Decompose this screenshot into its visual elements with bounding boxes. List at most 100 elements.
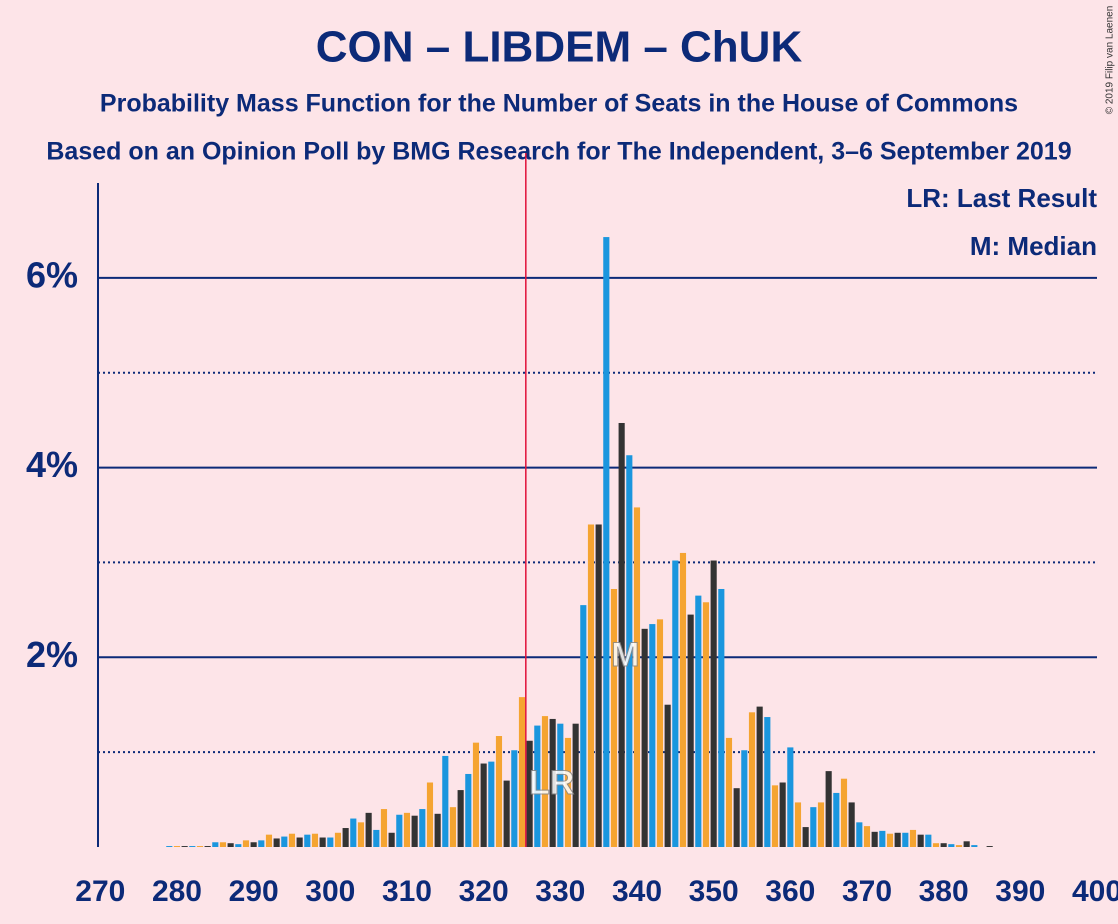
legend-entry: M: Median (970, 231, 1097, 261)
bar (227, 843, 234, 847)
legend-entry: LR: Last Result (906, 183, 1097, 213)
bar (779, 782, 786, 847)
bar (764, 717, 771, 847)
bar (909, 829, 917, 847)
bar (664, 704, 671, 847)
bar (204, 846, 211, 847)
bar (580, 605, 587, 847)
bar (380, 809, 388, 847)
x-tick-label: 320 (459, 875, 509, 908)
median-label: M (611, 636, 639, 674)
bar (181, 846, 188, 847)
bar (603, 237, 610, 847)
bar (265, 834, 273, 847)
bar (373, 829, 380, 847)
x-tick-label: 360 (765, 875, 815, 908)
bar (549, 718, 556, 847)
x-tick-label: 270 (75, 875, 125, 908)
bar (802, 827, 809, 847)
bar (488, 761, 495, 847)
bar (771, 785, 779, 847)
bar (388, 832, 395, 847)
bar (572, 723, 579, 847)
bar (281, 836, 288, 847)
bar (419, 809, 426, 847)
x-tick-label: 390 (995, 875, 1045, 908)
bar (403, 812, 411, 847)
x-tick-label: 280 (152, 875, 202, 908)
bar (350, 818, 357, 847)
bar (948, 844, 955, 847)
bar (365, 812, 372, 847)
x-tick-label: 370 (842, 875, 892, 908)
last-result-label: LR (529, 764, 574, 802)
bar (541, 716, 549, 847)
bar (741, 750, 748, 847)
bar (702, 602, 710, 847)
x-tick-label: 300 (305, 875, 355, 908)
bar (932, 843, 940, 847)
bar (848, 802, 855, 847)
bar (618, 422, 625, 847)
bar (718, 588, 725, 847)
subtitle: Based on an Opinion Poll by BMG Research… (46, 138, 1071, 166)
x-tick-label: 380 (919, 875, 969, 908)
x-tick-label: 340 (612, 875, 662, 908)
x-tick-label: 350 (689, 875, 739, 908)
bar (940, 843, 947, 847)
bar (465, 773, 472, 847)
bar (587, 524, 595, 847)
bar (557, 723, 564, 847)
bar (296, 837, 303, 847)
bar (672, 560, 679, 847)
bar (411, 815, 418, 847)
bar (449, 807, 457, 847)
bar (273, 838, 280, 847)
bar (679, 552, 687, 847)
bar (871, 831, 878, 847)
bar (925, 834, 932, 847)
bar (342, 828, 349, 847)
bar (833, 792, 840, 847)
bar (894, 832, 901, 847)
chart-title: CON – LIBDEM – ChUK (316, 23, 803, 72)
x-tick-label: 330 (535, 875, 585, 908)
bar (695, 595, 702, 847)
bar (166, 846, 173, 847)
bar (656, 619, 664, 847)
y-tick-label: 6% (26, 254, 78, 295)
bar (518, 697, 526, 847)
bar (434, 813, 441, 847)
bar (756, 706, 763, 847)
bar (250, 842, 257, 847)
y-tick-label: 4% (26, 444, 78, 485)
bar (810, 807, 817, 847)
bar (304, 834, 311, 847)
bar (687, 614, 694, 847)
bar (511, 750, 518, 847)
bar (917, 834, 924, 847)
bar (863, 826, 871, 847)
bar (787, 747, 794, 847)
bar (212, 842, 219, 847)
bar (288, 833, 296, 847)
bar (564, 737, 572, 847)
bar (886, 833, 894, 847)
bar (902, 832, 909, 847)
bar (495, 736, 503, 847)
x-tick-label: 290 (229, 875, 279, 908)
bar (327, 837, 334, 847)
bar (649, 624, 656, 847)
copyright: © 2019 Filip van Laenen (1105, 6, 1116, 115)
bar (457, 790, 464, 847)
bar (196, 846, 204, 847)
bar (235, 844, 242, 847)
y-tick-label: 2% (26, 634, 78, 675)
x-tick-label: 310 (382, 875, 432, 908)
bar (963, 841, 970, 847)
bar (189, 846, 196, 847)
bar (396, 814, 403, 847)
bar (748, 712, 756, 847)
bar (955, 845, 963, 847)
